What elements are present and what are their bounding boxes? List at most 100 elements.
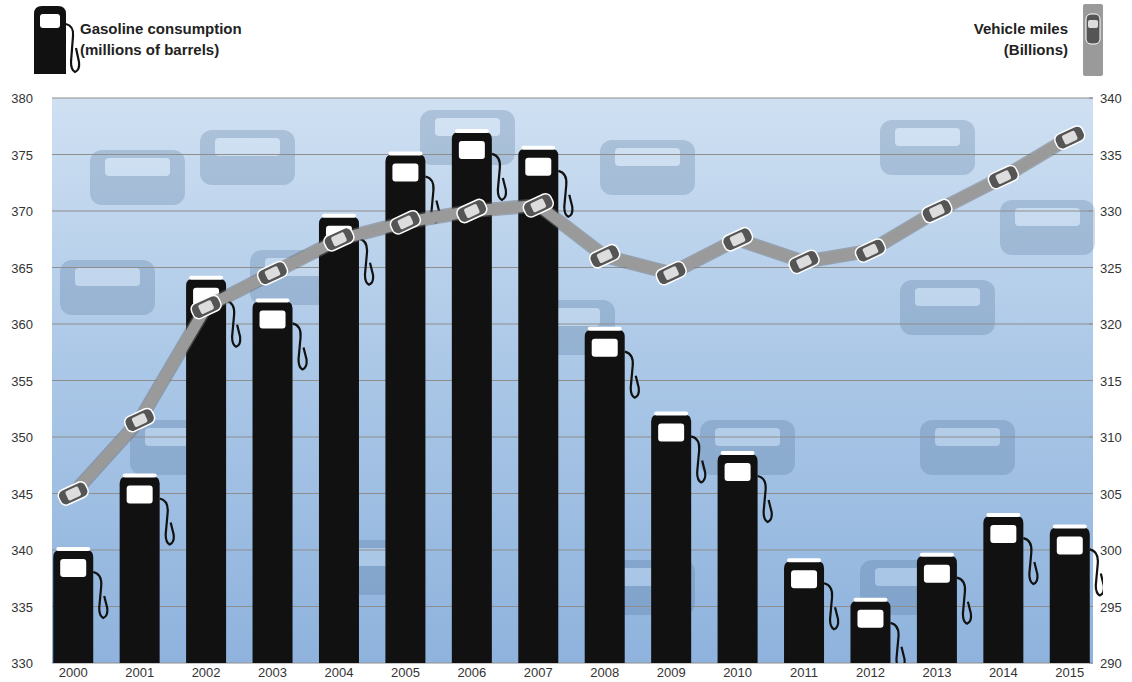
pump-window [857,610,883,628]
car-marker [853,237,887,264]
y2-tick-label: 325 [1100,261,1122,276]
pump-hose [558,171,572,217]
car-body [521,192,555,219]
car-window [729,232,746,247]
x-tick-label: 2004 [325,665,354,680]
y-tick-label: 375 [11,148,33,163]
bar [120,477,160,663]
grid-line [52,267,1093,268]
line-shadow [73,138,1070,494]
y2-tick [1089,211,1093,212]
bar-cap-line [920,553,954,557]
car-window [796,254,813,269]
legend-label: Vehicle miles(Billions) [974,20,1068,58]
bar-cap-line [56,547,90,551]
pump-hose [66,24,79,72]
bar-cap-line [322,214,356,218]
y-tick-label: 370 [11,204,33,219]
legend-label: Gasoline consumption(millions of barrels… [80,20,242,58]
car-window [596,249,613,264]
car-window [397,215,414,230]
pump-hose [160,499,174,545]
bar [917,556,957,663]
car-marker [189,293,223,320]
bar-cap-line [1053,524,1087,528]
bar [1050,527,1090,663]
bar-group [983,513,1037,663]
y2-tick [1089,267,1093,268]
car-body [322,226,356,253]
bar-cap-line [986,513,1020,517]
pump-body [34,6,66,74]
x-tick-label: 2014 [989,665,1018,680]
decor-car [90,150,185,205]
plot-background [52,98,1093,663]
bar-cap-line [721,451,755,455]
legend-car-icon [1083,4,1103,76]
car-window [1088,20,1098,28]
pump-window [592,339,618,357]
bar-cap-line [853,598,887,602]
pump-window [990,525,1016,543]
bar-cap-line [588,327,622,331]
x-tick-label: 2007 [524,665,553,680]
pump-window [725,463,751,481]
pump-window [260,310,286,328]
legend-line: Gasoline consumption [80,20,242,37]
bar [53,550,93,663]
pump-window [525,158,551,176]
pump-window [459,141,485,159]
y2-tick [1089,380,1093,381]
y2-tick-label: 340 [1100,91,1122,106]
car-body [853,237,887,264]
car-window [1061,130,1078,145]
plot-area [53,124,1103,663]
bar-group [850,598,904,663]
car-body [1086,14,1100,44]
y2-tick-label: 335 [1100,148,1122,163]
car-body [588,243,622,270]
y2-tick [1089,98,1093,99]
car-window [264,266,281,281]
chart-svg: 3303353403453503553603653703753802902953… [0,0,1132,682]
y2-tick-label: 320 [1100,317,1122,332]
y2-tick-label: 295 [1100,600,1122,615]
line [73,138,1070,494]
x-tick-label: 2003 [258,665,287,680]
car-body [455,197,489,224]
x-tick-label: 2005 [391,665,420,680]
bar [983,516,1023,663]
y2-tick [1089,493,1093,494]
x-tick-label: 2012 [856,665,885,680]
car-marker [721,226,755,253]
y-tick-label: 345 [11,487,33,502]
car-body [189,293,223,320]
bar [253,301,293,663]
x-tick-label: 2002 [192,665,221,680]
y2-tick [1089,437,1093,438]
legend-line: (Billions) [1004,41,1068,58]
bar-group [651,411,705,663]
car-marker [521,192,555,219]
y-tick-label: 360 [11,317,33,332]
pump-window [392,164,418,182]
decor-car [880,120,975,175]
pump-hose [226,301,240,347]
grid-line [52,154,1093,155]
bar-cap-line [123,474,157,478]
car-body [654,260,688,287]
car-window [131,413,148,428]
bar [784,561,824,663]
bar-cap-line [388,152,422,156]
car-marker [588,243,622,270]
decor-window [75,268,140,286]
car-body [986,164,1020,191]
bar [718,454,758,663]
chart-container: 3303353403453503553603653703753802902953… [0,0,1132,682]
bar-cap-line [654,411,688,415]
y-tick-label: 330 [11,656,33,671]
bar [319,217,359,663]
bar [452,132,492,663]
y2-tick-label: 300 [1100,543,1122,558]
pump-window [127,486,153,504]
